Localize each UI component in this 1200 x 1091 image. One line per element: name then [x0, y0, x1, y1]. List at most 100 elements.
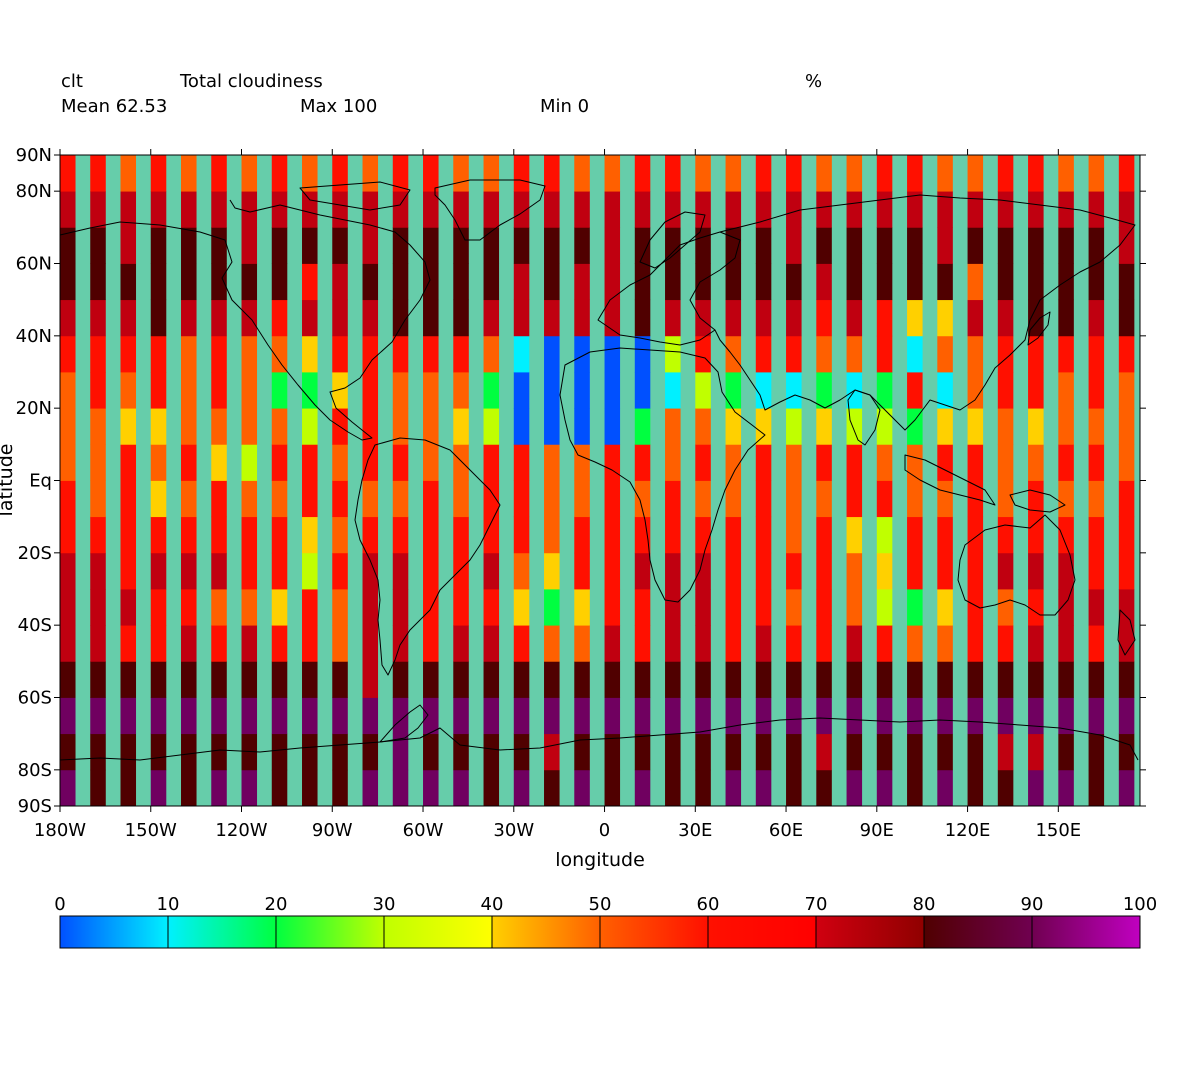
heatmap-cell — [362, 335, 379, 373]
heatmap-cell — [332, 335, 348, 373]
coastline-south-america — [354, 437, 501, 676]
heatmap-cell — [665, 589, 681, 626]
heatmap-cell — [271, 697, 288, 735]
heatmap-cell — [362, 697, 379, 735]
heatmap-cell — [634, 408, 651, 445]
y-tick-label: 20N — [16, 398, 52, 419]
heatmap-cell — [634, 372, 651, 409]
heatmap-cell — [1058, 372, 1074, 409]
heatmap-cell — [574, 480, 590, 518]
heatmap-cell — [211, 227, 227, 264]
heatmap-cell — [90, 263, 106, 301]
heatmap-cell — [725, 444, 742, 481]
heatmap-cell — [1088, 155, 1105, 192]
heatmap-cell — [997, 769, 1014, 807]
y-tick-label: Eq — [29, 471, 52, 492]
heatmap-cell — [544, 625, 560, 662]
coastline-north-america — [59, 199, 431, 441]
heatmap-cell — [453, 444, 469, 481]
heatmap-cell — [271, 589, 288, 626]
heatmap-cell — [150, 697, 167, 735]
heatmap-cell — [423, 191, 439, 228]
y-axis-ticks: 90N 80N 60N 40N 20N Eq 20S 40S 60S 80S 90S — [16, 145, 1146, 817]
heatmap-cell — [695, 408, 711, 445]
heatmap-cell — [755, 299, 772, 337]
heatmap-cell — [574, 589, 590, 626]
heatmap-cell — [302, 299, 318, 337]
coastline-indonesia — [904, 454, 996, 506]
heatmap-cell — [241, 516, 258, 554]
heatmap-cell — [181, 191, 197, 228]
heatmap-cell — [332, 191, 348, 228]
heatmap-cell — [604, 480, 621, 518]
x-axis-ticks: 180W 150W 120W 90W 60W 30W 0 30E 60E 90E 120E 150E — [34, 149, 1081, 841]
heatmap-cell — [816, 444, 832, 481]
heatmap-cell — [997, 408, 1014, 445]
heatmap-cell — [876, 625, 893, 662]
heatmap-cell — [60, 552, 76, 590]
heatmap-cell — [332, 516, 348, 554]
heatmap-cell — [1118, 480, 1135, 518]
heatmap-cell — [967, 263, 984, 301]
x-tick-label: 120W — [215, 820, 267, 841]
heatmap-cell — [786, 263, 802, 301]
heatmap-cell — [1088, 769, 1105, 807]
heatmap-cell — [60, 372, 76, 409]
heatmap-cell — [725, 335, 742, 373]
heatmap-cell — [786, 372, 802, 409]
heatmap-cell — [211, 335, 227, 373]
heatmap-cell — [937, 552, 953, 590]
heatmap-cell — [271, 335, 288, 373]
heatmap-cell — [907, 408, 923, 445]
heatmap-cell — [876, 733, 893, 771]
heatmap-cell — [574, 661, 590, 698]
heatmap-cell — [604, 372, 621, 409]
heatmap-cell — [574, 697, 590, 735]
heatmap-cell — [1088, 480, 1105, 518]
heatmap-cell — [1028, 516, 1044, 554]
heatmap-cell — [241, 263, 258, 301]
heatmap-cell — [1028, 480, 1044, 518]
coastline-antarctic-peninsula — [379, 704, 429, 743]
coastline-scandinavia — [639, 211, 706, 269]
x-tick-label: 30E — [678, 820, 712, 841]
heatmap-cell — [90, 227, 106, 264]
heatmap-cell — [665, 697, 681, 735]
heatmap-cell — [392, 299, 409, 337]
heatmap-cell — [544, 191, 560, 228]
heatmap-cell — [483, 191, 500, 228]
heatmap-cell — [271, 625, 288, 662]
heatmap-cell — [725, 227, 742, 264]
x-tick-label: 60E — [769, 820, 803, 841]
colorbar-segment — [924, 916, 1032, 948]
heatmap-cell — [876, 589, 893, 626]
heatmap-cell — [483, 552, 500, 590]
heatmap-cell — [332, 769, 348, 807]
y-tick-label: 40S — [18, 615, 52, 636]
heatmap-cell — [876, 227, 893, 264]
heatmap-cell — [423, 589, 439, 626]
heatmap-cell — [665, 769, 681, 807]
heatmap-cell — [150, 661, 167, 698]
heatmap-cell — [604, 227, 621, 264]
heatmap-cell — [544, 697, 560, 735]
heatmap-cell — [483, 444, 500, 481]
heatmap-cell — [181, 661, 197, 698]
heatmap-cell — [937, 191, 953, 228]
heatmap-cell — [574, 552, 590, 590]
heatmap-cell — [241, 697, 258, 735]
heatmap-cell — [302, 444, 318, 481]
heatmap-cell — [937, 589, 953, 626]
heatmap-cell — [665, 155, 681, 192]
heatmap-cell — [695, 625, 711, 662]
heatmap-cell — [150, 589, 167, 626]
coastline-europe — [597, 231, 741, 346]
heatmap-cell — [1058, 480, 1074, 518]
heatmap-cell — [665, 372, 681, 409]
heatmap-cell — [302, 335, 318, 373]
heatmap-cell — [150, 516, 167, 554]
heatmap-cell — [544, 480, 560, 518]
heatmap-cell — [181, 516, 197, 554]
heatmap-cell — [120, 263, 137, 301]
heatmap-cell — [876, 408, 893, 445]
